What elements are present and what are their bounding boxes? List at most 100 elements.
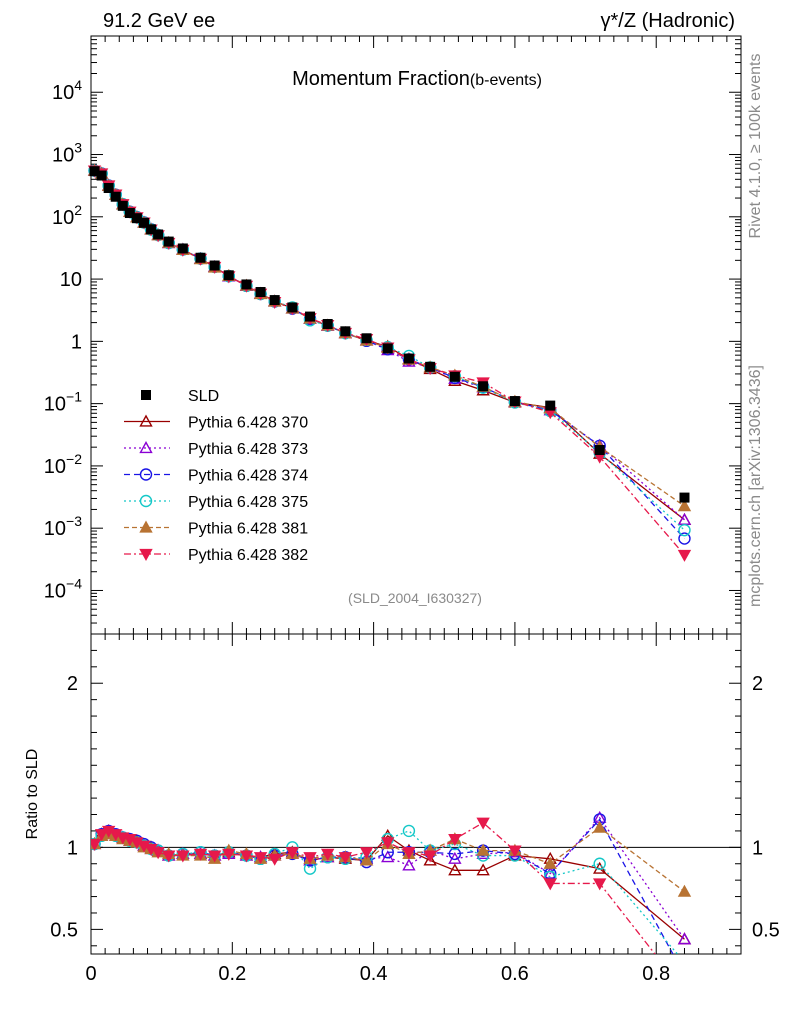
- mc-point: [677, 884, 692, 897]
- ratio-tick-label-right: 2: [752, 673, 763, 695]
- mc-point: [139, 441, 153, 454]
- mc-point: [508, 845, 522, 858]
- legend-label: Pythia 6.428 374: [188, 468, 308, 485]
- mc-point: [448, 863, 462, 876]
- data-point: [449, 371, 460, 382]
- mc-point: [678, 532, 691, 545]
- mc-point: [448, 834, 462, 847]
- data-point: [209, 260, 220, 271]
- mc-point: [402, 824, 416, 838]
- y-tick-exponent: −4: [66, 575, 82, 591]
- data-point: [594, 445, 605, 456]
- legend-label: Pythia 6.428 370: [188, 415, 308, 432]
- data-point: [322, 318, 333, 329]
- mc-point: [239, 850, 254, 863]
- data-point: [382, 343, 393, 354]
- data-point: [403, 353, 414, 364]
- data-point: [425, 361, 436, 372]
- y-tick-label: 103: [52, 140, 82, 167]
- y-tick-mantissa: 10: [44, 580, 66, 602]
- mc-point: [139, 494, 153, 508]
- data-point: [103, 183, 114, 194]
- mcplots-label: mcplots.cern.ch [arXiv:1306.3436]: [747, 365, 764, 607]
- legend-label: SLD: [188, 388, 219, 405]
- y-tick-mantissa: 10: [44, 518, 66, 540]
- mc-point: [402, 847, 416, 860]
- y-tick-exponent: −3: [66, 513, 82, 529]
- mc-point: [677, 499, 692, 512]
- legend-label: Pythia 6.428 373: [188, 441, 308, 458]
- y-tick-exponent: 3: [74, 140, 82, 156]
- y-tick-mantissa: 10: [60, 269, 82, 291]
- data-point: [305, 311, 316, 322]
- x-tick-label: 0.2: [218, 963, 246, 985]
- mc-point: [139, 414, 153, 427]
- mc-point: [268, 853, 282, 866]
- mc-point: [593, 820, 607, 833]
- mc-point: [207, 850, 222, 863]
- mc-point: [476, 817, 490, 830]
- mc-point: [162, 850, 176, 863]
- x-tick-label: 0: [85, 963, 96, 985]
- mc-point: [193, 848, 208, 861]
- mc-point: [139, 468, 153, 481]
- data-point: [287, 302, 298, 313]
- ratio-clipped-group: [91, 810, 692, 981]
- mc-point: [151, 847, 165, 860]
- mc-point: [448, 847, 462, 861]
- y-tick-mantissa: 10: [52, 145, 74, 167]
- mc-point: [423, 853, 437, 866]
- data-point: [141, 390, 151, 400]
- analysis-id-label: (SLD_2004_I630327): [348, 590, 482, 606]
- ratio-series-group: [91, 810, 692, 981]
- y-tick-mantissa: 10: [44, 394, 66, 416]
- legend-label: Pythia 6.428 382: [188, 547, 308, 564]
- data-point: [110, 191, 121, 202]
- data-point: [679, 492, 690, 503]
- mc-point: [402, 858, 416, 871]
- data-point: [89, 166, 100, 177]
- mc-point: [677, 549, 692, 562]
- ratio-tick-label-left: 0.5: [50, 919, 78, 941]
- legend-label: Pythia 6.428 381: [188, 521, 308, 538]
- axes-group: 0 0.2 0.4 0.6 0.810410310210110−110−210−310−…: [44, 35, 780, 985]
- data-point: [340, 326, 351, 337]
- data-point: [124, 208, 135, 219]
- legend-label: Pythia 6.428 375: [188, 494, 308, 511]
- y-tick-label: 10−2: [44, 451, 82, 478]
- data-point: [117, 200, 128, 211]
- mc-point: [423, 850, 437, 863]
- mc-point: [678, 523, 691, 537]
- mc-point: [359, 847, 374, 860]
- data-point: [96, 170, 107, 181]
- ratio-tick-label-left: 2: [67, 673, 78, 695]
- legend: SLD Pythia 6.428 370 Pythia 6.428 373 Pythi…: [124, 388, 308, 564]
- data-point: [255, 287, 266, 298]
- y-tick-exponent: −2: [66, 451, 82, 467]
- mc-point: [543, 878, 557, 891]
- mc-point: [222, 848, 236, 861]
- data-point: [146, 224, 157, 235]
- mc-point: [338, 852, 353, 865]
- y-tick-exponent: −1: [66, 389, 82, 405]
- data-point: [361, 333, 372, 344]
- y-tick-label: 10: [60, 269, 82, 291]
- mc-point: [476, 863, 490, 876]
- mc-point: [476, 843, 490, 856]
- header-energy-label: 91.2 GeV ee: [103, 10, 215, 32]
- mc-point: [253, 852, 268, 865]
- header-process-label: γ*/Z (Hadronic): [601, 10, 735, 32]
- y-tick-label: 10−4: [44, 575, 82, 602]
- mc-point: [679, 970, 690, 981]
- y-tick-label: 102: [52, 202, 82, 229]
- data-point: [153, 229, 164, 240]
- ratio-tick-label-right: 0.5: [752, 919, 780, 941]
- main-series-group: [87, 163, 692, 562]
- x-tick-label: 0.6: [501, 963, 529, 985]
- mc-point: [381, 837, 395, 850]
- x-tick-label: 0.4: [360, 963, 388, 985]
- y-tick-label: 1: [71, 331, 82, 353]
- data-point: [269, 295, 280, 306]
- mc-point: [139, 548, 153, 561]
